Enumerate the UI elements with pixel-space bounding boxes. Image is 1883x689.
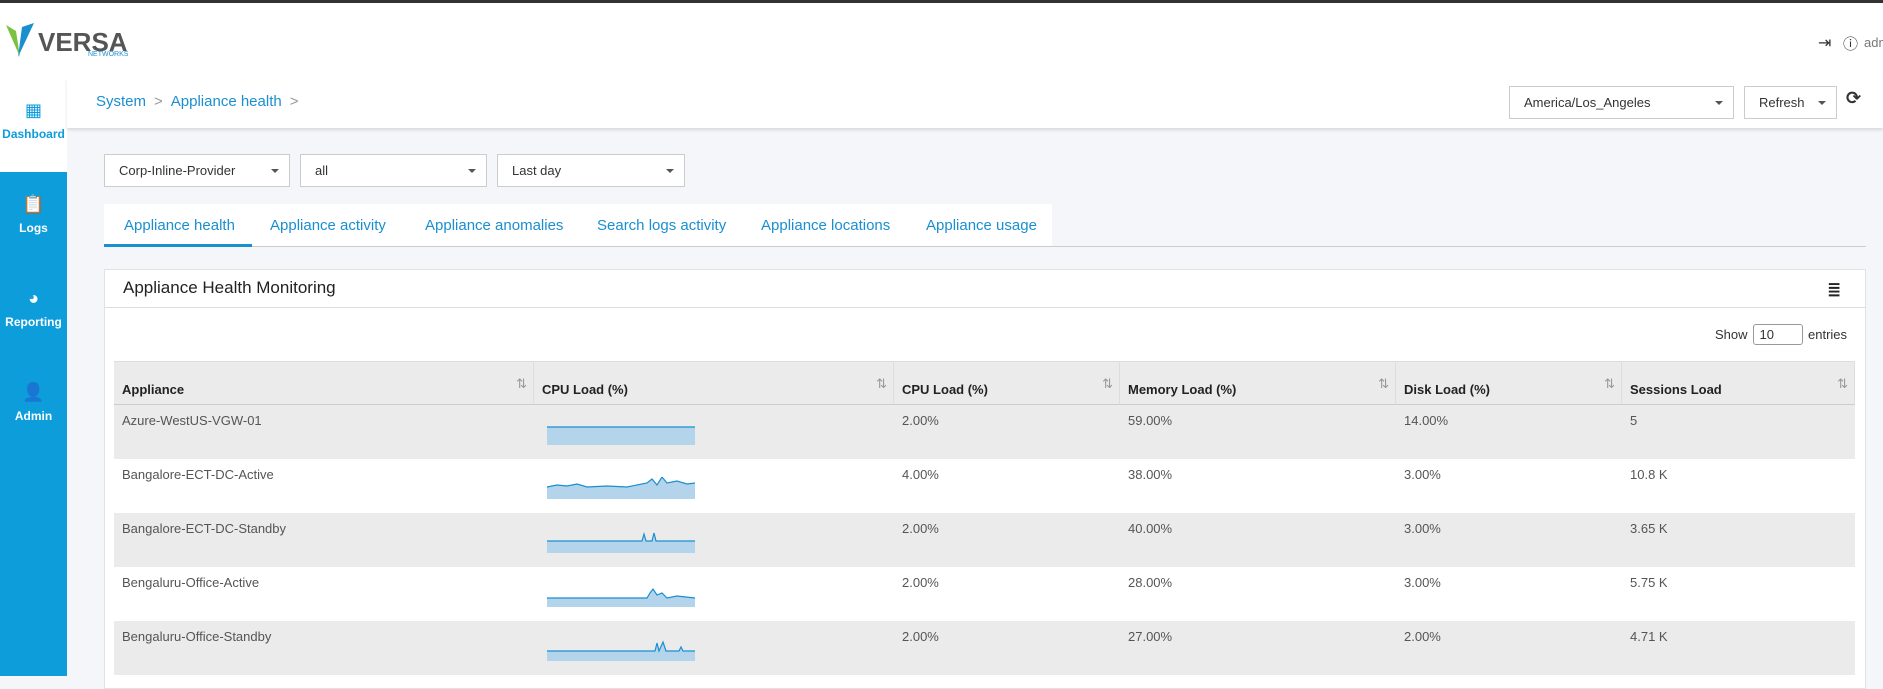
top-border bbox=[0, 0, 1883, 3]
sort-icon[interactable]: ⇅ bbox=[876, 376, 887, 391]
filter-select[interactable]: all bbox=[300, 154, 487, 187]
tab[interactable]: Appliance anomalies bbox=[425, 216, 564, 234]
separator: > bbox=[154, 93, 163, 110]
table-cell: 27.00% bbox=[1128, 629, 1173, 644]
appliance-link[interactable]: Bengaluru-Office-Active bbox=[122, 575, 260, 590]
sidebar-icon: 👤 bbox=[22, 382, 45, 402]
appliance-link[interactable]: Bangalore-ECT-DC-Standby bbox=[122, 521, 287, 536]
table-cell: 2.00% bbox=[902, 521, 939, 536]
header: VERSA NETWORKS ⇥ ⓘ admin bbox=[0, 3, 1883, 78]
table-row bbox=[114, 405, 1855, 459]
column-header[interactable]: CPU Load (%) ⇅ bbox=[534, 361, 894, 405]
sparkline bbox=[547, 477, 695, 499]
sparkline bbox=[547, 587, 695, 607]
table-cell: 28.00% bbox=[1128, 575, 1173, 590]
sidebar-item[interactable]: 👤 Admin bbox=[0, 360, 67, 454]
show-label: Show bbox=[1715, 327, 1748, 342]
user-name[interactable]: admin bbox=[1864, 35, 1883, 50]
column-header[interactable]: Appliance ⇅ bbox=[114, 361, 534, 405]
reload-icon[interactable]: ⟳ bbox=[1846, 88, 1862, 108]
appliance-link[interactable]: Azure-WestUS-VGW-01 bbox=[122, 413, 262, 428]
tab[interactable]: Appliance health bbox=[124, 216, 235, 234]
tab-divider bbox=[104, 246, 1866, 247]
page-size: Show 10 entries bbox=[1715, 324, 1847, 345]
table-cell: 3.00% bbox=[1404, 467, 1441, 482]
sort-icon[interactable]: ⇅ bbox=[516, 376, 527, 391]
table-row bbox=[114, 567, 1855, 621]
panel-menu[interactable]: ≣ bbox=[1827, 280, 1842, 299]
table-cell: 3.65 K bbox=[1630, 521, 1668, 536]
table-cell: 3.00% bbox=[1404, 521, 1441, 536]
sidebar: ▦ Dashboard 📋 Logs ◕ Reporting 👤 Admin bbox=[0, 78, 67, 676]
column-header[interactable]: Memory Load (%) ⇅ bbox=[1120, 361, 1396, 405]
sort-icon[interactable]: ⇅ bbox=[1378, 376, 1389, 391]
table-cell: 5 bbox=[1630, 413, 1638, 428]
table-cell: 14.00% bbox=[1404, 413, 1449, 428]
sidebar-icon: ▦ bbox=[24, 100, 42, 120]
separator: > bbox=[289, 93, 299, 110]
entries-label: entries bbox=[1808, 327, 1848, 342]
sidebar-icon: ◕ bbox=[28, 288, 39, 308]
table-cell: 3.00% bbox=[1404, 575, 1441, 590]
logout-icon[interactable]: ⇥ bbox=[1818, 35, 1832, 52]
sort-icon[interactable]: ⇅ bbox=[1604, 376, 1615, 391]
sparkline bbox=[547, 426, 695, 445]
sidebar-item[interactable]: ▦ Dashboard bbox=[0, 78, 67, 172]
timezone-select[interactable]: America/Los_Angeles bbox=[1509, 86, 1734, 119]
table-cell: 2.00% bbox=[902, 629, 939, 644]
filter-select[interactable]: Last day bbox=[497, 154, 685, 187]
table-cell: 38.00% bbox=[1128, 467, 1173, 482]
sort-icon[interactable]: ⇅ bbox=[1102, 376, 1113, 391]
breadcrumb-bar: System > Appliance health > America/Los_Ang… bbox=[67, 78, 1883, 128]
sidebar-label: Logs bbox=[19, 221, 48, 235]
table-cell: 40.00% bbox=[1128, 521, 1173, 536]
sidebar-item[interactable]: 📋 Logs bbox=[0, 172, 67, 266]
table-cell: 4.00% bbox=[902, 467, 939, 482]
table-cell: 59.00% bbox=[1128, 413, 1173, 428]
filter-select[interactable]: Corp-Inline-Provider bbox=[104, 154, 290, 187]
panel-title: Appliance Health Monitoring bbox=[123, 278, 336, 297]
sidebar-item[interactable]: ◕ Reporting bbox=[0, 266, 67, 360]
tab-bar bbox=[104, 204, 1052, 246]
refresh-button[interactable]: Refresh bbox=[1744, 86, 1837, 119]
column-header[interactable]: Disk Load (%) ⇅ bbox=[1396, 361, 1622, 405]
table-cell: 10.8 K bbox=[1630, 467, 1668, 482]
sort-icon[interactable]: ⇅ bbox=[1837, 376, 1848, 391]
sparkline bbox=[547, 640, 695, 661]
tab[interactable]: Search logs activity bbox=[597, 216, 727, 234]
sidebar-label: Dashboard bbox=[2, 127, 65, 141]
table-cell: 5.75 K bbox=[1630, 575, 1668, 590]
page-size-select[interactable]: 10 bbox=[1752, 324, 1803, 345]
tab[interactable]: Appliance usage bbox=[926, 216, 1037, 234]
appliance-link[interactable]: Bangalore-ECT-DC-Active bbox=[122, 467, 274, 482]
brand: VERSA bbox=[38, 27, 128, 57]
table-cell: 4.71 K bbox=[1630, 629, 1668, 644]
breadcrumb: System > Appliance health > bbox=[96, 93, 298, 110]
sidebar-label: Admin bbox=[14, 409, 53, 423]
table-row bbox=[114, 621, 1855, 675]
panel-divider bbox=[105, 307, 1865, 308]
table-row bbox=[114, 459, 1855, 513]
sparkline bbox=[547, 531, 695, 553]
table-cell: 2.00% bbox=[902, 413, 939, 428]
breadcrumb-link[interactable]: Appliance health bbox=[170, 93, 282, 110]
column-header[interactable]: Sessions Load ⇅ bbox=[1622, 361, 1855, 405]
sidebar-icon: 📋 bbox=[22, 194, 45, 214]
table-cell: 2.00% bbox=[902, 575, 939, 590]
table-row bbox=[114, 513, 1855, 567]
info-icon[interactable]: ⓘ bbox=[1843, 36, 1859, 53]
tab[interactable]: Appliance activity bbox=[270, 216, 386, 234]
brand-sub: NETWORKS bbox=[88, 51, 129, 58]
tab[interactable]: Appliance locations bbox=[761, 216, 891, 234]
breadcrumb-link[interactable]: System bbox=[96, 93, 147, 110]
appliance-link[interactable]: Bengaluru-Office-Standby bbox=[122, 629, 272, 644]
logo-mark bbox=[6, 23, 34, 57]
table-cell: 2.00% bbox=[1404, 629, 1441, 644]
sidebar-label: Reporting bbox=[5, 315, 62, 329]
column-header[interactable]: CPU Load (%) ⇅ bbox=[894, 361, 1120, 405]
active-tab-underline bbox=[104, 244, 252, 247]
